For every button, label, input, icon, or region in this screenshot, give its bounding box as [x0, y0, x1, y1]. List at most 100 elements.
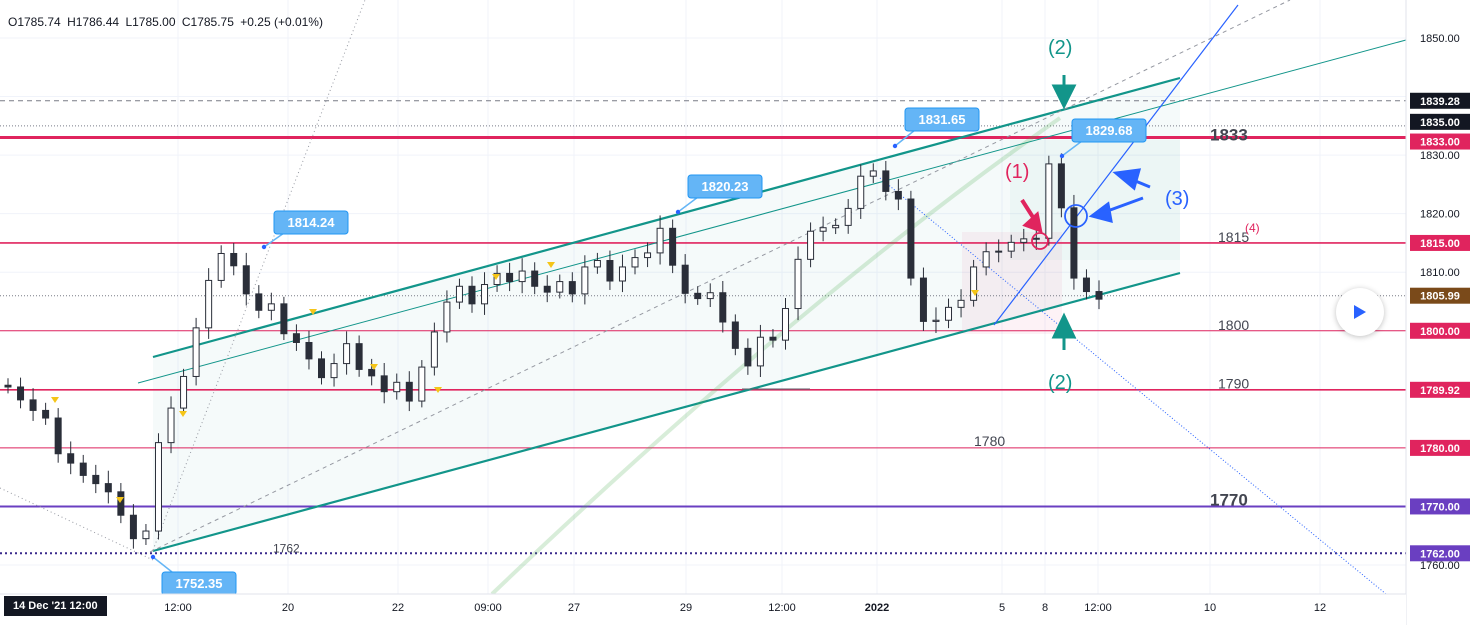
candle-body	[744, 347, 752, 367]
candle-body	[418, 366, 426, 402]
candle-body	[781, 308, 789, 341]
callout-anchor	[892, 143, 898, 149]
candle-body	[1020, 238, 1028, 243]
time-tick-label: 5	[999, 602, 1005, 614]
time-tick-label: 27	[568, 602, 580, 614]
candle-body	[844, 207, 852, 226]
level-text: 1790	[1218, 375, 1249, 391]
price-tick-label: 1820.00	[1420, 209, 1460, 221]
candle-body	[192, 327, 200, 377]
signal-marker	[547, 262, 555, 268]
plot-background	[0, 0, 1406, 594]
price-lines	[0, 100, 1406, 555]
candle-body	[932, 319, 940, 322]
arrow-down-icon	[1051, 75, 1077, 110]
candle-body	[17, 386, 25, 401]
candle-body	[217, 252, 225, 281]
signal-marker	[370, 364, 378, 370]
channel-area-right	[1010, 140, 1180, 260]
price-badge-label: 1833.00	[1420, 137, 1460, 149]
callout-anchor	[1059, 153, 1065, 159]
candle-body	[92, 474, 100, 485]
candle-body	[29, 399, 37, 411]
candle-body	[481, 284, 489, 305]
price-badge-label: 1839.28	[1420, 96, 1460, 108]
signal-marker	[116, 497, 124, 503]
price-axis: 1760.001770.001780.001790.001800.001810.…	[1405, 0, 1479, 625]
price-badge	[1410, 133, 1470, 150]
candle-body	[104, 483, 112, 493]
price-badge	[1410, 287, 1470, 304]
price-tick-label: 1850.00	[1420, 33, 1460, 45]
arrow-magenta-icon	[1020, 198, 1043, 234]
candle-body	[393, 381, 401, 393]
candle-body	[807, 230, 815, 260]
callout-label: 1831.65	[919, 112, 966, 127]
channel-lower-line	[152, 271, 1181, 553]
candle-body	[1070, 207, 1078, 279]
candle-body	[230, 252, 238, 267]
high-value: H1786.44	[67, 15, 120, 29]
change-value: +0.25 (+0.01%)	[240, 15, 323, 29]
level-text: 1815	[1218, 229, 1249, 245]
level-text: 1833	[1210, 126, 1248, 145]
dotted-blue-line	[879, 177, 1387, 595]
candle-body	[305, 341, 313, 360]
candle-body	[832, 224, 840, 229]
price-badge	[1410, 381, 1470, 398]
level-text: 1800	[1218, 317, 1249, 333]
arrow-blue-upper-icon	[1112, 168, 1151, 191]
candle-body	[531, 270, 539, 287]
candle-body	[1007, 241, 1015, 252]
candle-body	[443, 301, 451, 333]
signal-marker	[179, 411, 187, 417]
candle-body	[142, 530, 150, 540]
candle-body	[945, 306, 953, 321]
candle-body	[330, 363, 338, 379]
time-tick-label: 22	[392, 602, 404, 614]
candle-body	[957, 299, 965, 308]
signal-marker	[51, 397, 59, 403]
candle-body	[267, 303, 275, 311]
chart-grid	[0, 0, 1406, 594]
candle-body	[543, 285, 551, 293]
signal-marker	[492, 274, 500, 280]
blue-trend-line	[993, 4, 1239, 326]
candle-body	[117, 491, 125, 516]
callout-anchor	[150, 554, 156, 560]
candle-body	[794, 258, 802, 310]
price-badge	[1410, 545, 1470, 562]
replay-play-button[interactable]	[1336, 288, 1384, 336]
time-tick-label: 2022	[865, 602, 889, 614]
candle-body	[280, 303, 288, 335]
candle-body	[343, 343, 351, 365]
target-circle-blue	[1064, 204, 1088, 228]
candle-body	[970, 266, 978, 301]
price-badge	[1410, 322, 1470, 339]
price-badge-label: 1835.00	[1420, 117, 1460, 129]
callout-box	[904, 107, 980, 132]
candle-body	[869, 170, 877, 177]
candle-body	[518, 270, 526, 283]
candle-body	[907, 198, 915, 279]
dotted-left-line	[0, 487, 154, 561]
arrow-blue-lower-icon	[1088, 196, 1144, 224]
candle-body	[493, 272, 501, 286]
candle-body	[731, 321, 739, 349]
annotation-label-3: (3)	[1165, 188, 1189, 210]
callout-pointer	[263, 232, 285, 248]
candle-body	[919, 277, 927, 322]
candle-body	[380, 375, 388, 393]
time-tick-label: 09:00	[474, 602, 502, 614]
callout-anchor	[261, 244, 267, 250]
candle-body	[430, 331, 438, 368]
time-tick-label: 12:00	[164, 602, 192, 614]
candle-body	[129, 514, 137, 540]
candle-body	[355, 343, 363, 370]
candle-body	[706, 292, 714, 300]
price-badge-label: 1789.92	[1420, 385, 1460, 397]
ohlc-legend: O1785.74 H1786.44 L1785.00 C1785.75 +0.2…	[8, 15, 326, 29]
target-circle-magenta	[1031, 232, 1049, 250]
price-badge	[1410, 92, 1470, 109]
